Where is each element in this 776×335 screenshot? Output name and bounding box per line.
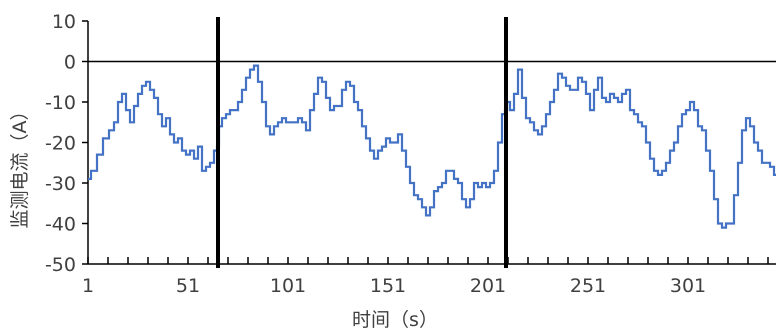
y-tick-label: -30 [45,173,76,195]
y-tick-label: 10 [52,11,76,33]
x-tick-label: 51 [176,275,200,297]
y-tick-label: -40 [45,214,76,236]
x-tick-label: 301 [670,275,706,297]
x-tick-label: 201 [470,275,506,297]
marker-layer [216,17,508,268]
x-axis-title: 时间（s） [352,309,438,331]
x-tick-label: 251 [570,275,606,297]
y-tick-label: -20 [45,133,76,155]
y-axis-title: 监测电流（A） [9,102,31,229]
y-tick-label: -50 [45,254,76,276]
series-line [88,64,776,229]
axes-layer: 100-10-20-30-40-501 51 101 151 201 251 301 [45,11,776,297]
y-tick-label: -10 [45,92,76,114]
x-tick-label: 101 [270,275,306,297]
series-layer [88,64,776,229]
y-tick-label: 0 [64,52,76,74]
x-tick-label: 1 [82,275,94,297]
x-tick-label: 151 [370,275,406,297]
